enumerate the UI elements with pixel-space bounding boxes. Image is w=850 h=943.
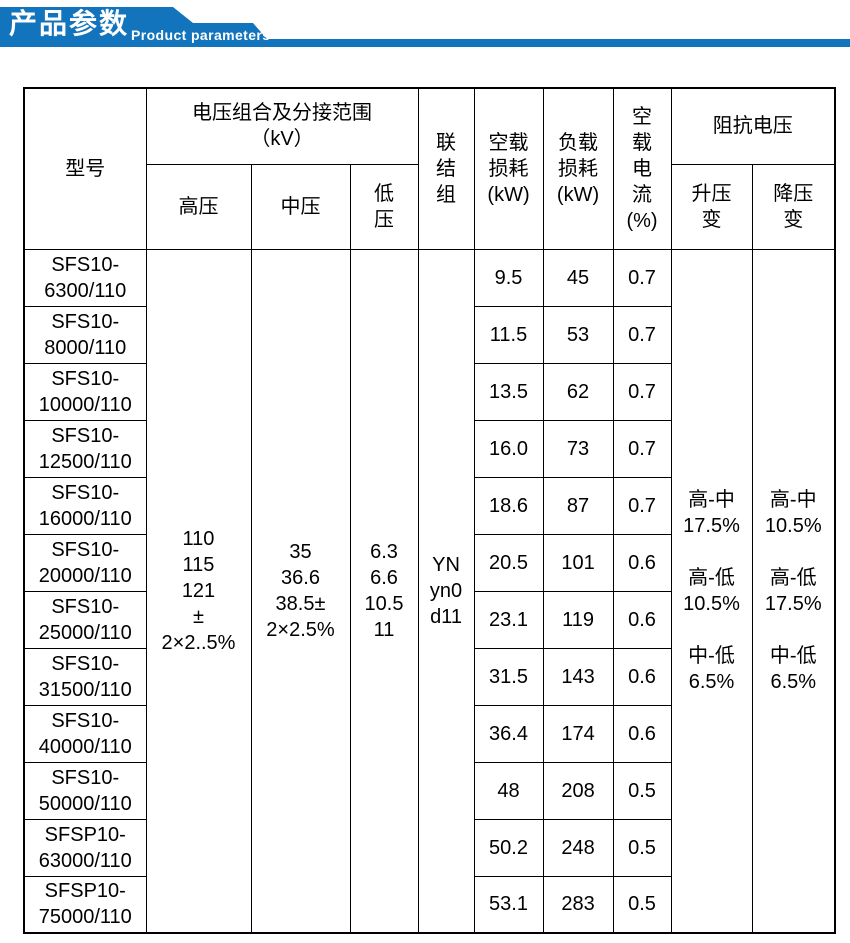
model-cell: SFS10- 40000/110 (23, 704, 147, 763)
model-cell: SFS10- 50000/110 (23, 761, 147, 820)
load-loss-cell: 119 (542, 590, 614, 649)
section-title-en: Product parameters (131, 27, 271, 43)
model-cell: SFS10- 6300/110 (23, 248, 147, 307)
table-row: SFSP10- 75000/110 53.1 283 0.5 (23, 875, 835, 934)
load-loss-cell: 248 (542, 818, 614, 877)
no-load-loss-cell: 11.5 (473, 305, 544, 364)
no-load-loss-cell: 48 (473, 761, 544, 820)
table-row: SFS10- 40000/110 36.4 174 0.6 (23, 704, 835, 763)
no-load-loss-cell: 13.5 (473, 362, 544, 421)
header-voltage-group: 电压组合及分接范围 （kV） (145, 87, 419, 165)
load-loss-cell: 143 (542, 647, 614, 706)
header-load-loss: 负载 损耗 (kW) (542, 87, 614, 250)
no-load-current-cell: 0.7 (612, 419, 672, 478)
no-load-current-cell: 0.7 (612, 305, 672, 364)
header-medium-voltage: 中压 (250, 163, 351, 250)
load-loss-cell: 208 (542, 761, 614, 820)
header-row-1: 型号 电压组合及分接范围 （kV） 联 结 组 空载 损耗 (kW) 负载 损耗… (23, 87, 836, 250)
header-no-load-loss: 空载 损耗 (kW) (473, 87, 544, 250)
header-row-2: 高压 中压 低 压 升压 变 降压 变 (24, 163, 836, 250)
table-row: SFS10- 6300/110 110 115 121 ± 2×2..5% 35… (23, 248, 836, 934)
no-load-loss-cell: 50.2 (473, 818, 544, 877)
load-loss-cell: 101 (542, 533, 614, 592)
medium-voltage-merged-cell: 35 36.6 38.5± 2×2.5% (250, 248, 351, 934)
model-cell: SFSP10- 63000/110 (23, 818, 147, 877)
no-load-current-cell: 0.6 (612, 704, 672, 763)
section-banner: 产品参数 Product parameters (0, 7, 850, 47)
no-load-loss-cell: 20.5 (473, 533, 544, 592)
table-row: SFS10- 16000/110 18.6 87 0.7 (23, 476, 835, 535)
load-loss-cell: 62 (542, 362, 614, 421)
low-voltage-merged-cell: 6.3 6.6 10.5 11 (349, 248, 419, 934)
no-load-loss-cell: 23.1 (473, 590, 544, 649)
table-row: SFS10- 20000/110 20.5 101 0.6 (23, 533, 835, 592)
header-low-voltage: 低 压 (349, 163, 419, 250)
no-load-current-cell: 0.5 (612, 818, 672, 877)
no-load-current-cell: 0.7 (612, 476, 672, 535)
model-cell: SFS10- 8000/110 (23, 305, 147, 364)
model-cell: SFS10- 16000/110 (23, 476, 147, 535)
table-row: SFS10- 25000/110 23.1 119 0.6 (23, 590, 835, 649)
no-load-current-cell: 0.7 (612, 362, 672, 421)
step-up-impedance-merged-cell: 高-中 17.5% 高-低 10.5% 中-低 6.5% (670, 248, 753, 934)
no-load-loss-cell: 31.5 (473, 647, 544, 706)
no-load-current-cell: 0.6 (612, 533, 672, 592)
step-down-impedance-merged-cell: 高-中 10.5% 高-低 17.5% 中-低 6.5% (751, 248, 836, 934)
header-step-down: 降压 变 (751, 163, 836, 250)
no-load-loss-cell: 18.6 (473, 476, 544, 535)
load-loss-cell: 283 (542, 875, 614, 934)
model-cell: SFS10- 12500/110 (23, 419, 147, 478)
table-row: SFS10- 31500/110 31.5 143 0.6 (23, 647, 835, 706)
table-row: SFS10- 50000/110 48 208 0.5 (23, 761, 835, 820)
no-load-current-cell: 0.7 (612, 248, 672, 307)
header-high-voltage: 高压 (145, 163, 252, 250)
load-loss-cell: 174 (542, 704, 614, 763)
no-load-current-cell: 0.5 (612, 875, 672, 934)
model-cell: SFS10- 10000/110 (23, 362, 147, 421)
table-row: SFS10- 10000/110 13.5 62 0.7 (23, 362, 835, 421)
header-no-load-current: 空 载 电 流 (%) (612, 87, 672, 250)
header-impedance-voltage: 阻抗电压 (670, 87, 836, 165)
no-load-current-cell: 0.5 (612, 761, 672, 820)
model-cell: SFS10- 20000/110 (23, 533, 147, 592)
model-cell: SFS10- 31500/110 (23, 647, 147, 706)
load-loss-cell: 73 (542, 419, 614, 478)
no-load-current-cell: 0.6 (612, 647, 672, 706)
table-row: SFS10- 12500/110 16.0 73 0.7 (23, 419, 835, 478)
connection-group-merged-cell: YN yn0 d11 (417, 248, 475, 934)
no-load-loss-cell: 53.1 (473, 875, 544, 934)
no-load-current-cell: 0.6 (612, 590, 672, 649)
high-voltage-merged-cell: 110 115 121 ± 2×2..5% (145, 248, 252, 934)
no-load-loss-cell: 16.0 (473, 419, 544, 478)
model-cell: SFS10- 25000/110 (23, 590, 147, 649)
load-loss-cell: 45 (542, 248, 614, 307)
no-load-loss-cell: 9.5 (473, 248, 544, 307)
load-loss-cell: 87 (542, 476, 614, 535)
load-loss-cell: 53 (542, 305, 614, 364)
section-title-zh: 产品参数 (9, 8, 130, 39)
header-step-up: 升压 变 (670, 163, 753, 250)
model-cell: SFSP10- 75000/110 (23, 875, 147, 934)
no-load-loss-cell: 36.4 (473, 704, 544, 763)
header-model: 型号 (23, 87, 147, 250)
header-connection-group: 联 结 组 (417, 87, 475, 250)
parameters-table: 型号 电压组合及分接范围 （kV） 联 结 组 空载 损耗 (kW) 负载 损耗… (23, 87, 837, 934)
